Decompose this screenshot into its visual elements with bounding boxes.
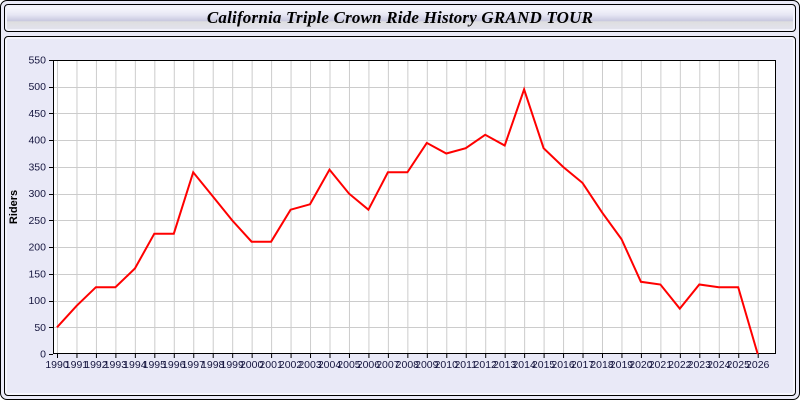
svg-text:2002: 2002 [279, 359, 303, 371]
svg-text:100: 100 [28, 295, 46, 307]
svg-text:2018: 2018 [590, 359, 614, 371]
svg-text:2023: 2023 [688, 359, 712, 371]
svg-text:50: 50 [34, 322, 46, 334]
svg-text:2000: 2000 [240, 359, 264, 371]
ride-history-chart: 1990199119921993199419951996199719981999… [8, 55, 776, 371]
svg-text:2017: 2017 [571, 359, 595, 371]
svg-text:0: 0 [40, 349, 46, 361]
svg-text:250: 250 [28, 215, 46, 227]
svg-text:2015: 2015 [532, 359, 556, 371]
svg-text:2008: 2008 [396, 359, 420, 371]
title-bar: California Triple Crown Ride History GRA… [4, 4, 796, 32]
svg-text:350: 350 [28, 161, 46, 173]
svg-text:1999: 1999 [220, 359, 244, 371]
page-title: California Triple Crown Ride History GRA… [206, 8, 594, 27]
svg-text:2012: 2012 [474, 359, 498, 371]
svg-text:2016: 2016 [551, 359, 575, 371]
plot-frame [53, 60, 776, 354]
svg-text:550: 550 [28, 55, 46, 67]
svg-text:2026: 2026 [746, 359, 770, 371]
svg-text:2001: 2001 [259, 359, 283, 371]
svg-text:2010: 2010 [435, 359, 459, 371]
gridlines [53, 60, 776, 354]
ride-history-line [56, 86, 759, 355]
svg-text:150: 150 [28, 268, 46, 280]
svg-text:2020: 2020 [629, 359, 653, 371]
svg-text:1998: 1998 [201, 359, 225, 371]
svg-text:1996: 1996 [162, 359, 186, 371]
svg-text:2003: 2003 [298, 359, 322, 371]
svg-text:1993: 1993 [104, 359, 128, 371]
svg-text:2006: 2006 [357, 359, 381, 371]
x-axis: 1990199119921993199419951996199719981999… [45, 354, 770, 371]
svg-text:2004: 2004 [318, 359, 342, 371]
svg-text:450: 450 [28, 108, 46, 120]
svg-text:2024: 2024 [707, 359, 731, 371]
svg-text:2014: 2014 [512, 359, 536, 371]
svg-text:200: 200 [28, 242, 46, 254]
svg-text:500: 500 [28, 81, 46, 93]
svg-text:2011: 2011 [454, 359, 477, 371]
svg-text:2013: 2013 [493, 359, 517, 371]
svg-text:300: 300 [28, 188, 46, 200]
svg-text:2025: 2025 [727, 359, 751, 371]
y-axis-label: Riders [8, 190, 20, 224]
svg-text:2007: 2007 [376, 359, 400, 371]
svg-text:2019: 2019 [610, 359, 634, 371]
svg-text:1997: 1997 [182, 359, 206, 371]
svg-text:2009: 2009 [415, 359, 439, 371]
svg-text:2022: 2022 [668, 359, 692, 371]
svg-text:1990: 1990 [45, 359, 69, 371]
svg-text:2021: 2021 [649, 359, 673, 371]
svg-text:1994: 1994 [123, 359, 147, 371]
y-axis: 0 50 100 150 200 250 300 350 400 450 500 550 [28, 55, 53, 361]
svg-text:1991: 1991 [65, 359, 89, 371]
svg-text:1995: 1995 [143, 359, 167, 371]
svg-text:1992: 1992 [84, 359, 108, 371]
svg-text:400: 400 [28, 135, 46, 147]
chart-panel: 1990 1991 1992 1993 1994 1995 1996 1997 1998 1999… [4, 36, 796, 396]
svg-text:2005: 2005 [337, 359, 361, 371]
plot-area [53, 60, 776, 354]
